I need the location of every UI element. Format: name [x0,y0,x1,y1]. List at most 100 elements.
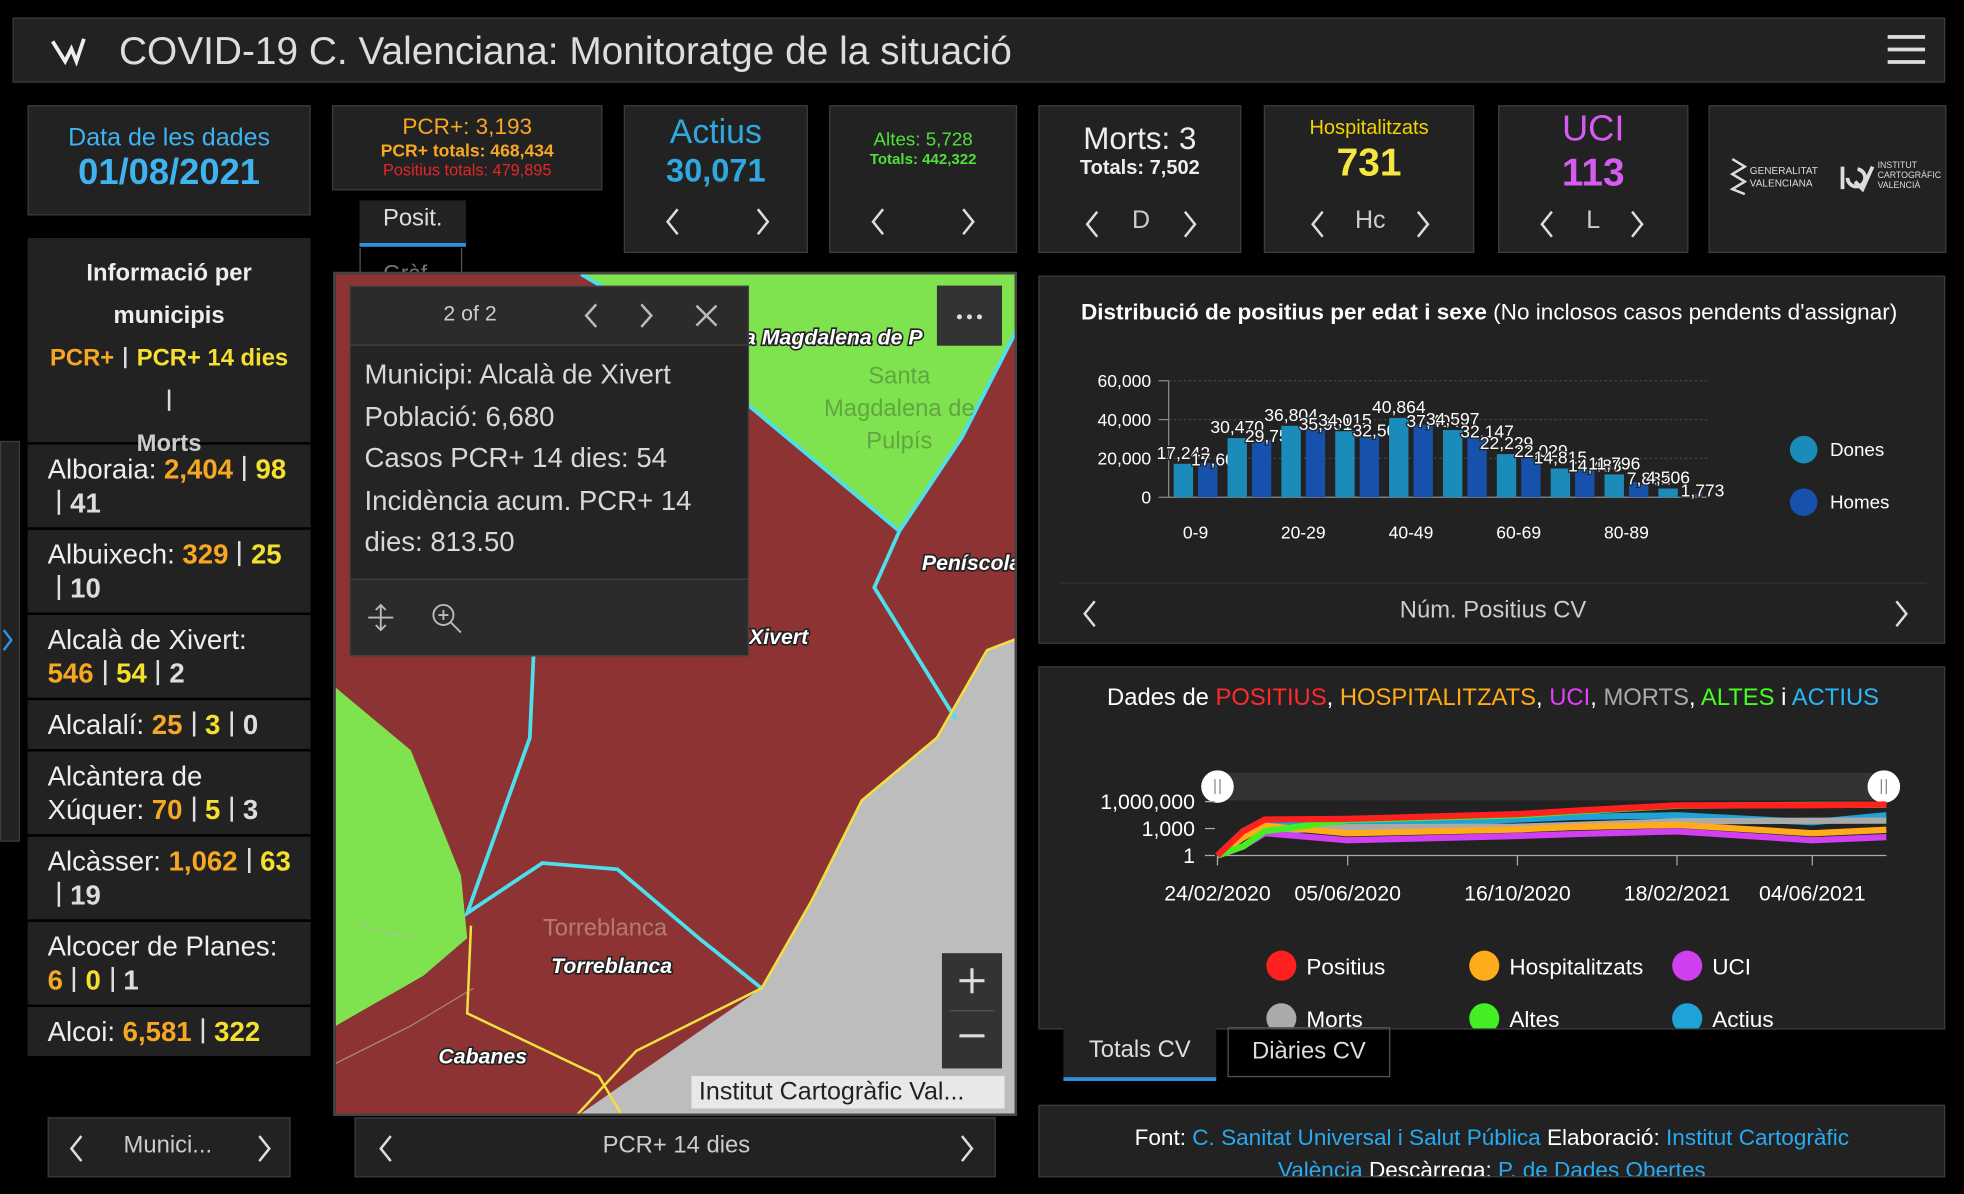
tab-totals[interactable]: Totals CV [1063,1027,1217,1081]
municipis-panel: Informació per municipis PCR+ PCR+ 14 die… [27,237,311,1115]
popup-body [350,344,748,580]
title-sub: (No inclosos casos pendents d'assignar) [1493,299,1898,325]
y-tick-label: 0 [1141,488,1151,508]
pager-arrows[interactable] [376,1134,977,1164]
map-menu[interactable] [936,285,1003,346]
line-title: Dades de POSITIUS, HOSPITALITZATS, UCI, … [1040,685,1944,713]
bar [1173,463,1194,498]
popup-line: Població: 6,680 [364,400,555,432]
pager-arrows[interactable] [1537,209,1650,239]
popup-buttons[interactable] [576,299,726,332]
pager-label: PCR+ 14 dies [602,1132,751,1159]
separator [110,967,114,993]
municipi-name: Alcoi: [47,1015,115,1048]
pager-arrows[interactable] [1082,209,1200,239]
range-handle[interactable] [1201,770,1234,803]
value-label: 36,804 [1264,405,1318,425]
pcr-box: PCR+: 3,193 PCR+ totals: 468,434 Positiu… [331,105,603,191]
gva-line: VALENCIANA [1749,177,1813,190]
x-tick-label: 16/10/2020 [1464,882,1571,906]
title-part: MORTS [1603,685,1689,712]
municipi-name: Alcàsser: [47,845,161,877]
zoom-controls[interactable] [941,953,1003,1069]
title-main: Distribució de positius per edat i sexe [1080,299,1487,325]
x-tick-label: 04/06/2021 [1759,882,1866,906]
pager-arrows[interactable] [1082,599,1909,629]
place-label: Pulpís [866,427,932,454]
bar [1442,430,1463,498]
legend-swatch [1789,435,1818,464]
popup-tools[interactable] [366,600,466,638]
handle-grip [1880,779,1887,795]
pcr-value: 6 [47,964,63,996]
y-tick-label: 20,000 [1098,449,1152,469]
separator [192,796,195,822]
bar [1467,434,1487,498]
x-tick-label: 18/02/2021 [1624,882,1731,906]
line-panel: Dades de POSITIUS, HOSPITALITZATS, UCI, … [1038,666,1946,1030]
x-tick-label: 40-49 [1389,523,1434,543]
separator [192,711,195,737]
municipis-list: Alboraia: 2,404 9841 Albuixech: 329 2510 Alc… [27,442,311,1056]
legend-swatch [1469,1003,1500,1029]
municipi-row: Alcàsser: 1,062 63 19 [27,834,311,920]
morts-value: 41 [70,487,101,519]
place-label: Peníscola [922,551,1017,575]
date-value: 01/08/2021 [78,152,261,193]
value-label: 4,506 [1646,468,1690,488]
pcr14-value: 54 [116,657,147,689]
pager-arrows[interactable] [663,207,776,237]
value-label: 1,773 [1681,480,1725,500]
value-label: 14,483 [1568,456,1622,476]
pager-label: Munici... [123,1132,213,1159]
municipis-title: Informació per municipis [86,260,252,330]
bar [1604,474,1624,498]
municipi-row: Alcoi: 6,581 322 [27,1004,311,1056]
tab-posit[interactable]: Posit. [359,200,466,247]
x-tick-label: 0-9 [1183,523,1208,543]
y-tick-label: 40,000 [1098,410,1152,430]
side-toggle[interactable] [0,440,21,842]
icv-logo [1840,165,1875,193]
popup-line: Casos PCR+ 14 dies: 54 [364,442,668,474]
altes-daily: Altes: 5,728 [873,129,973,151]
morts-value: 3 [242,794,259,826]
tab-diaries[interactable]: Diàries CV [1227,1027,1391,1078]
bar [1251,439,1272,498]
legend-pcr14: PCR+ 14 dies [136,345,289,373]
footer-label: Descàrrega: [1368,1157,1492,1178]
bar-chart: 020,00040,00060,0000-917,24217,60030,470… [1098,371,1890,543]
pcr14-value: 5 [205,794,221,826]
footer-label: Font: [1134,1124,1186,1150]
pager-arrows[interactable] [868,207,981,237]
footer-link: C. Sanitat Universal i Salut Pública [1192,1124,1541,1150]
value-label: 32,147 [1460,421,1514,441]
bar [1413,424,1433,498]
morts-value: 0 [242,708,259,741]
uci-value: 113 [1561,150,1625,195]
map-labels: a Magdalena de P Santa Magdalena de Pulpís P… [437,324,1017,1070]
legend-label: UCI [1712,954,1751,979]
pcr14-value: 25 [250,538,282,570]
morts-total: Totals: 7,502 [1079,157,1200,180]
morts-box: Morts: 3 Totals: 7,502 D [1038,105,1242,254]
legend-label: Dones [1830,439,1884,460]
pager-arrows[interactable] [1308,209,1433,239]
bar-title: Distribució de positius per edat i sexe … [1081,299,1897,325]
legend-swatch [1469,950,1500,981]
actius-value: 30,071 [666,151,766,190]
altes-box: Altes: 5,728 Totals: 442,322 [829,105,1018,254]
place-label: Torreblanca [551,954,672,978]
separator [230,711,233,737]
menu-button[interactable] [1887,33,1926,68]
pager-arrows[interactable] [66,1134,274,1164]
range-handle[interactable] [1867,770,1901,803]
value-label: 37,404 [1406,411,1460,431]
legend-swatch [1789,488,1818,517]
footer-link: Institut Cartogràfic València [1277,1124,1849,1178]
bar [1496,454,1517,498]
value-label: 22,229 [1480,433,1534,453]
bar [1575,469,1595,498]
map-road [335,925,474,1064]
map[interactable]: a Magdalena de P Santa Magdalena de Pulpís P… [333,271,1018,1117]
